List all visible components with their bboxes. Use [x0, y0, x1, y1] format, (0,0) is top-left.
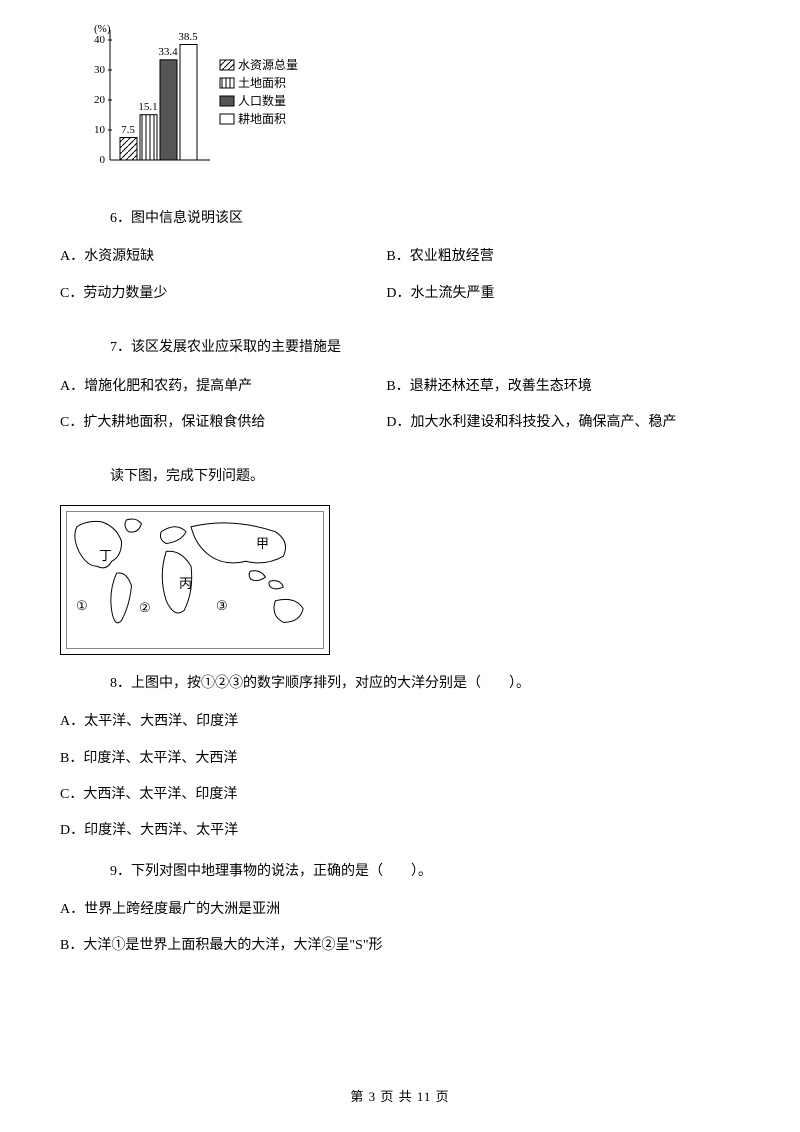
- ytick-40: 40: [94, 34, 106, 46]
- legend-swatch-land: [220, 78, 234, 88]
- q8-options: A．太平洋、大西洋、印度洋 B．印度洋、太平洋、大西洋 C．大西洋、太平洋、印度…: [60, 711, 740, 843]
- q9-options: A．世界上跨经度最广的大洲是亚洲 B．大洋①是世界上面积最大的大洋，大洋②呈"S…: [60, 899, 740, 958]
- q7-option-c: C．扩大耕地面积，保证粮食供给: [60, 412, 386, 434]
- q6-options: A．水资源短缺 B．农业粗放经营 C．劳动力数量少 D．水土流失严重: [60, 246, 740, 319]
- footer-prefix: 第: [350, 1089, 368, 1104]
- q8-option-b: B．印度洋、太平洋、大西洋: [60, 748, 740, 770]
- bar-label-land: 15.1: [138, 101, 157, 113]
- q6-stem: 6．图中信息说明该区: [110, 208, 740, 230]
- world-map: 丁 甲 丙 ① ② ③: [60, 505, 740, 655]
- bar-chart: 0 10 20 30 40 (%) 7.5 15.1 33.4 38.5 水资源…: [80, 20, 740, 180]
- legend-swatch-arable: [220, 114, 234, 124]
- map-label-jia: 甲: [256, 534, 269, 555]
- bar-label-arable: 38.5: [178, 31, 198, 43]
- q8-stem: 8．上图中，按①②③的数字顺序排列，对应的大洋分别是（ ）。: [110, 673, 740, 695]
- bar-label-population: 33.4: [158, 46, 178, 58]
- ytick-20: 20: [94, 94, 106, 106]
- bar-arable: [180, 45, 197, 161]
- map-label-three: ③: [216, 596, 228, 617]
- chart-legend: 水资源总量 土地面积 人口数量 耕地面积: [220, 58, 298, 126]
- q7-stem: 7．该区发展农业应采取的主要措施是: [110, 337, 740, 359]
- q8-option-d: D．印度洋、大西洋、太平洋: [60, 820, 740, 842]
- legend-label-population: 人口数量: [238, 93, 286, 108]
- q7-option-d: D．加大水利建设和科技投入，确保高产、稳产: [386, 412, 712, 434]
- footer-page: 3: [369, 1089, 377, 1104]
- bar-land: [140, 115, 157, 160]
- map-label-two: ②: [139, 598, 151, 619]
- q6-option-a: A．水资源短缺: [60, 246, 386, 268]
- q7-options: A．增施化肥和农药，提高单产 B．退耕还林还草，改善生态环境 C．扩大耕地面积，…: [60, 376, 740, 449]
- ytick-0: 0: [100, 154, 106, 166]
- legend-label-water: 水资源总量: [238, 58, 298, 72]
- ytick-30: 30: [94, 64, 106, 76]
- q8-option-a: A．太平洋、大西洋、印度洋: [60, 711, 740, 733]
- legend-label-arable: 耕地面积: [238, 111, 286, 126]
- q6-option-d: D．水土流失严重: [386, 283, 712, 305]
- legend-swatch-water: [220, 60, 234, 70]
- map-label-ding: 丁: [99, 546, 112, 567]
- footer-mid: 页 共: [376, 1089, 417, 1104]
- page-footer: 第 3 页 共 11 页: [0, 1087, 800, 1108]
- q9-option-a: A．世界上跨经度最广的大洲是亚洲: [60, 899, 740, 921]
- q8-option-c: C．大西洋、太平洋、印度洋: [60, 784, 740, 806]
- q6-option-b: B．农业粗放经营: [386, 246, 712, 268]
- y-axis-label: (%): [94, 23, 111, 35]
- bar-chart-svg: 0 10 20 30 40 (%) 7.5 15.1 33.4 38.5 水资源…: [80, 20, 320, 180]
- map-label-one: ①: [76, 596, 88, 617]
- legend-swatch-population: [220, 96, 234, 106]
- q6-option-c: C．劳动力数量少: [60, 283, 386, 305]
- q9-option-b: B．大洋①是世界上面积最大的大洋，大洋②呈"S"形: [60, 935, 740, 957]
- world-map-svg: [67, 512, 323, 648]
- map-label-bing: 丙: [179, 574, 192, 595]
- q9-stem: 9．下列对图中地理事物的说法，正确的是（ ）。: [110, 861, 740, 883]
- bar-water: [120, 138, 137, 161]
- ytick-10: 10: [94, 124, 106, 136]
- footer-suffix: 页: [431, 1089, 449, 1104]
- bar-label-water: 7.5: [121, 124, 135, 136]
- q7-option-b: B．退耕还林还草，改善生态环境: [386, 376, 712, 398]
- bar-population: [160, 60, 177, 160]
- legend-label-land: 土地面积: [238, 76, 286, 90]
- footer-total: 11: [417, 1089, 432, 1104]
- map-intro: 读下图，完成下列问题。: [110, 466, 740, 488]
- q7-option-a: A．增施化肥和农药，提高单产: [60, 376, 386, 398]
